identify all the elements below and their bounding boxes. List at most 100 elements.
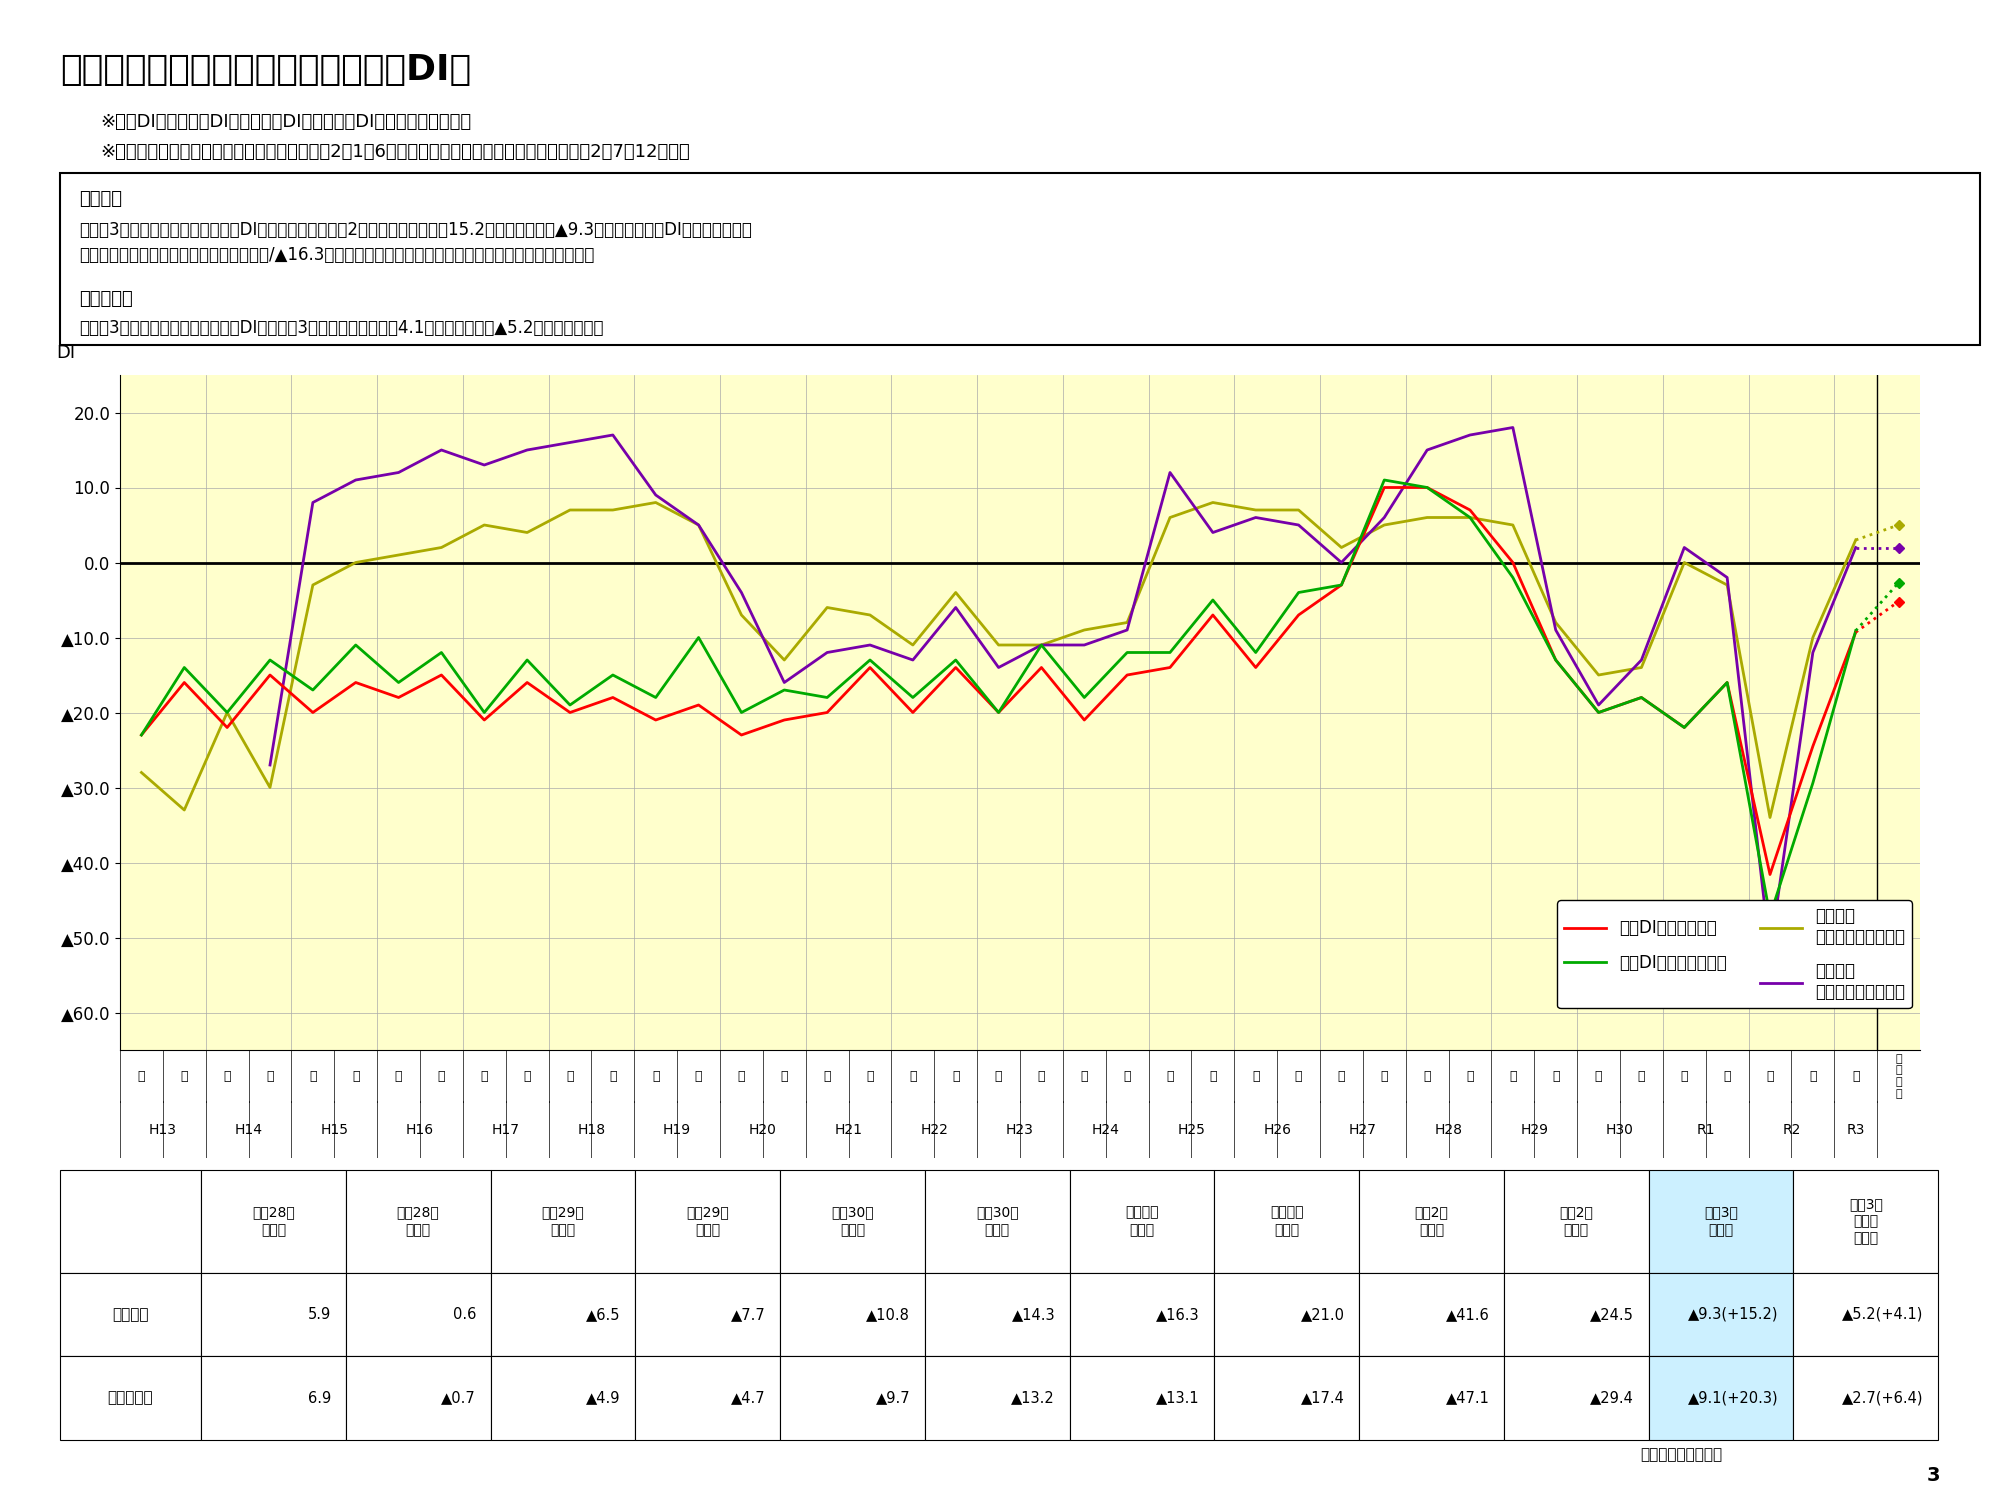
Text: H30: H30 [1606, 1122, 1634, 1137]
Bar [780, 1272, 924, 1356]
Text: 【見通し】: 【見通し】 [80, 290, 132, 308]
Text: 上: 上 [1594, 1070, 1602, 1083]
Text: ▲14.3: ▲14.3 [1012, 1306, 1056, 1322]
Text: 平成29年
下半期: 平成29年 下半期 [686, 1206, 730, 1237]
Text: 上: 上 [1852, 1070, 1860, 1083]
Text: 下: 下 [1038, 1070, 1046, 1083]
Text: 下: 下 [438, 1070, 446, 1083]
Text: 上: 上 [1080, 1070, 1088, 1083]
Text: H26: H26 [1264, 1122, 1292, 1137]
Text: 上: 上 [394, 1070, 402, 1083]
Text: ▲13.1: ▲13.1 [1156, 1390, 1200, 1406]
Text: 上: 上 [566, 1070, 574, 1083]
Text: 上: 上 [1680, 1070, 1688, 1083]
Text: 下: 下 [352, 1070, 360, 1083]
Text: ※前年同期と比べた経営実績（今回調査は令和2年1〜6月比）および経営見通し（今回調査は令和2年7〜12月比）: ※前年同期と比べた経営実績（今回調査は令和2年1〜6月比）および経営見通し（今回… [100, 142, 690, 160]
Legend: 景況DI（食品産業）, 景況DI（うち製造業）, 日銀短観
（全産業・全規模）, 日銀短観
（製造業・全規模）: 景況DI（食品産業）, 景況DI（うち製造業）, 日銀短観 （全産業・全規模）,… [1558, 900, 1912, 1008]
Text: 上: 上 [738, 1070, 746, 1083]
Text: 下: 下 [952, 1070, 960, 1083]
Bar [346, 1272, 490, 1356]
Bar [490, 1356, 636, 1440]
Text: 0.6: 0.6 [452, 1306, 476, 1322]
Text: 上: 上 [910, 1070, 916, 1083]
Text: H23: H23 [1006, 1122, 1034, 1137]
Text: 令和元年
下半期: 令和元年 下半期 [1270, 1206, 1304, 1237]
Text: 3: 3 [1926, 1466, 1940, 1485]
Text: ▲47.1: ▲47.1 [1446, 1390, 1490, 1406]
Text: H13: H13 [148, 1122, 176, 1137]
Text: 上: 上 [824, 1070, 830, 1083]
Text: H16: H16 [406, 1122, 434, 1137]
Y-axis label: DI: DI [56, 344, 76, 362]
Bar [1794, 1170, 1938, 1272]
Text: 平成28年
上半期: 平成28年 上半期 [252, 1206, 294, 1237]
Bar [1070, 1272, 1214, 1356]
Bar [1794, 1272, 1938, 1356]
Text: 上: 上 [480, 1070, 488, 1083]
Text: 上: 上 [1424, 1070, 1430, 1083]
Bar [1504, 1356, 1648, 1440]
Text: ※景況DIは、売上高DI、経常利益DI、資金繰りDIを単純平均して算出: ※景況DIは、売上高DI、経常利益DI、資金繰りDIを単純平均して算出 [100, 112, 472, 130]
Text: R3: R3 [1846, 1122, 1864, 1137]
Bar [346, 1356, 490, 1440]
Text: ▲29.4: ▲29.4 [1590, 1390, 1634, 1406]
Bar [780, 1170, 924, 1272]
Text: ▲16.3: ▲16.3 [1156, 1306, 1200, 1322]
Text: H29: H29 [1520, 1122, 1548, 1137]
Text: ▲4.7: ▲4.7 [730, 1390, 766, 1406]
Text: 下: 下 [866, 1070, 874, 1083]
Text: ▲0.7: ▲0.7 [442, 1390, 476, 1406]
Bar [1648, 1272, 1794, 1356]
Bar [200, 1170, 346, 1272]
Text: ▲17.4: ▲17.4 [1300, 1390, 1344, 1406]
Text: 令和2年
上半期: 令和2年 上半期 [1414, 1206, 1448, 1237]
Text: 上: 上 [652, 1070, 660, 1083]
Bar [636, 1272, 780, 1356]
Bar [636, 1356, 780, 1440]
Text: H21: H21 [834, 1122, 862, 1137]
Bar [60, 1170, 200, 1272]
Text: H19: H19 [664, 1122, 692, 1137]
Bar [924, 1170, 1070, 1272]
Text: H22: H22 [920, 1122, 948, 1137]
Bar [346, 1170, 490, 1272]
Bar [1648, 1356, 1794, 1440]
Text: 下: 下 [266, 1070, 274, 1083]
Text: H28: H28 [1434, 1122, 1462, 1137]
Text: ▲41.6: ▲41.6 [1446, 1306, 1490, 1322]
Text: 上: 上 [224, 1070, 230, 1083]
Text: ▲7.7: ▲7.7 [730, 1306, 766, 1322]
Text: ・令和3年上半期の食品産業の景況DIは、前回調査（令和2年下半期実績）から15.2ポイント上昇し▲9.3となった。景況DIは、新型コロナ
　ウイルス感染症拡大前: ・令和3年上半期の食品産業の景況DIは、前回調査（令和2年下半期実績）から15.… [80, 220, 752, 264]
Text: 食品産業: 食品産業 [112, 1306, 148, 1322]
Text: 下: 下 [1638, 1070, 1646, 1083]
Text: 平成30年
下半期: 平成30年 下半期 [976, 1206, 1018, 1237]
Text: H24: H24 [1092, 1122, 1120, 1137]
Text: 令和2年
下半期: 令和2年 下半期 [1560, 1206, 1594, 1237]
Text: H20: H20 [748, 1122, 776, 1137]
Text: H15: H15 [320, 1122, 348, 1137]
Bar [1794, 1356, 1938, 1440]
Text: 下: 下 [1124, 1070, 1130, 1083]
Text: 下: 下 [694, 1070, 702, 1083]
Bar [490, 1272, 636, 1356]
Text: ▲10.8: ▲10.8 [866, 1306, 910, 1322]
Text: 上: 上 [1252, 1070, 1260, 1083]
Bar [1214, 1356, 1360, 1440]
FancyBboxPatch shape [60, 172, 1980, 345]
Text: R2: R2 [1782, 1122, 1800, 1137]
Bar [1070, 1170, 1214, 1272]
Text: ▲5.2(+4.1): ▲5.2(+4.1) [1842, 1306, 1924, 1322]
Bar [1504, 1272, 1648, 1356]
Text: 下: 下 [610, 1070, 616, 1083]
Text: ▲4.9: ▲4.9 [586, 1390, 620, 1406]
Text: 平成29年
上半期: 平成29年 上半期 [542, 1206, 584, 1237]
Text: 下: 下 [780, 1070, 788, 1083]
Bar [60, 1272, 200, 1356]
Text: 令和3年
上半期: 令和3年 上半期 [1704, 1206, 1738, 1237]
Text: 上: 上 [994, 1070, 1002, 1083]
Text: ▲6.5: ▲6.5 [586, 1306, 620, 1322]
Bar [924, 1272, 1070, 1356]
Text: 上: 上 [138, 1070, 146, 1083]
Text: ・令和3年下半期の食品産業の景況DIは、令和3年上半期からさらに4.1ポイント上昇し▲5.2となる見通し。: ・令和3年下半期の食品産業の景況DIは、令和3年上半期からさらに4.1ポイント上… [80, 320, 604, 338]
Bar [1648, 1170, 1794, 1272]
